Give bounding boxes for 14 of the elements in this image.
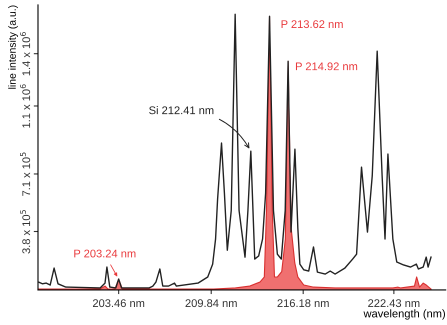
x-tick-label: 209.84 nm bbox=[186, 299, 237, 308]
y-tick-label: 1.1 x 10$^{6}$ bbox=[20, 84, 30, 128]
x-axis-title: wavelength (nm) bbox=[364, 309, 445, 320]
annotation: P 213.62 nm bbox=[282, 20, 343, 28]
x-tick-label: 203.46 nm bbox=[92, 299, 144, 308]
annotation: Si 212.41 nm bbox=[149, 106, 214, 114]
annotation: P 214.92 nm bbox=[296, 62, 358, 70]
y-tick-label: 3.8 x 10$^{5}$ bbox=[20, 210, 30, 254]
annotation: P 203.24 nm bbox=[74, 250, 136, 258]
y-tick-label: 1.4 x 10$^{6}$ bbox=[20, 32, 30, 76]
x-tick-label: 216.18 nm bbox=[278, 299, 329, 308]
y-tick-label: 7.1 x 10$^{5}$ bbox=[20, 152, 30, 196]
x-tick-label: 222.43 nm bbox=[368, 299, 420, 308]
y-axis-title: line intensity (a.u.) bbox=[8, 6, 18, 89]
